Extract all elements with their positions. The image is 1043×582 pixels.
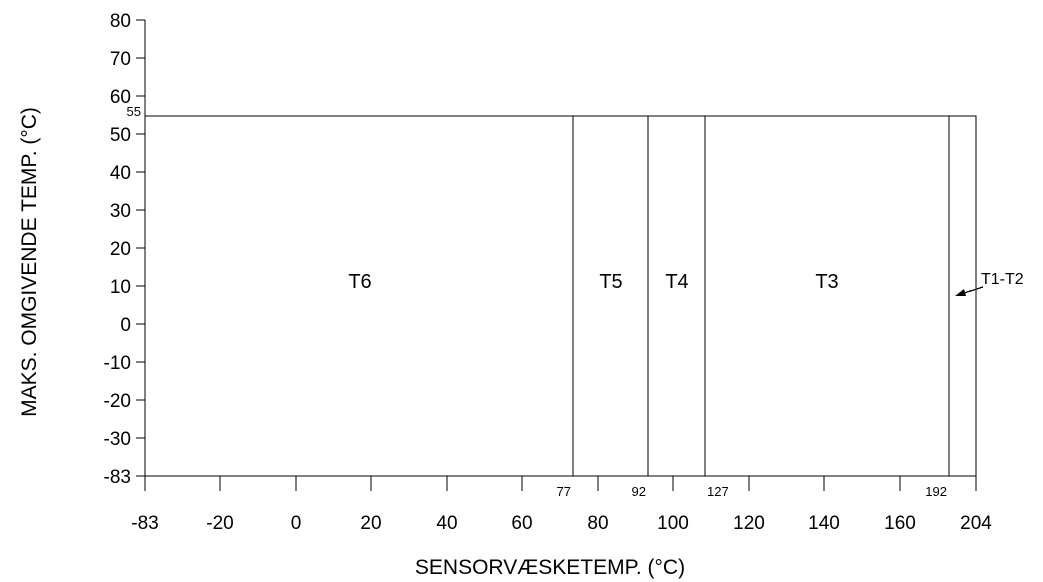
y-tick-label: -10	[104, 353, 131, 374]
x-axis-title: SENSORVÆSKETEMP. (°C)	[415, 556, 685, 579]
zone-label-t4: T4	[665, 271, 688, 293]
x-tick-label: 120	[733, 513, 765, 534]
y-ticks	[136, 19, 145, 477]
zone-label-t3: T3	[815, 271, 838, 293]
x-tick-label: 0	[291, 513, 302, 534]
x-tick-labels: -83 -20 0 20 40 60 80 100 120 140 160 20…	[131, 513, 992, 534]
y-tick-label: 40	[110, 163, 131, 184]
annotation-t1-t2: T1-T2	[981, 271, 1024, 288]
y-tick-label: 30	[110, 201, 131, 222]
max-ambient-line	[145, 115, 977, 476]
y-tick-label: -83	[104, 467, 131, 488]
y-axis-title: MAKS. OMGIVENDE TEMP. (°C)	[18, 107, 41, 417]
x-tick-label: 40	[436, 513, 457, 534]
boundary-label-192: 192	[925, 484, 947, 499]
zone-label-t6: T6	[348, 271, 371, 293]
x-tick-label: 204	[960, 513, 992, 534]
x-tick-label: 160	[884, 513, 916, 534]
y-tick-label: -20	[104, 391, 131, 412]
x-tick-label: 80	[587, 513, 608, 534]
y-tick-label: 60	[110, 87, 131, 108]
boundary-label-127: 127	[707, 484, 729, 499]
zone-label-t5: T5	[599, 271, 622, 293]
x-tick-label: 140	[808, 513, 840, 534]
x-ticks	[144, 476, 977, 491]
y-tick-label: 0	[120, 315, 131, 336]
y-tick-label: 80	[110, 11, 131, 32]
x-tick-label: 60	[511, 513, 532, 534]
y-tick-label: 20	[110, 239, 131, 260]
x-tick-label: -20	[206, 513, 233, 534]
y-tick-label: -30	[104, 429, 131, 450]
annotation-arrowhead	[955, 289, 966, 296]
boundary-label-77: 77	[557, 484, 571, 499]
x-tick-label: 20	[360, 513, 381, 534]
max-ambient-label: 55	[127, 104, 141, 119]
boundary-lines	[572, 116, 950, 476]
y-tick-label: 70	[110, 49, 131, 70]
y-tick-labels: 80 70 60 50 40 30 20 10 0 -10 -20 -30 -8…	[104, 11, 131, 488]
y-tick-label: 50	[110, 125, 131, 146]
x-tick-label: -83	[131, 513, 158, 534]
y-tick-label: 10	[110, 277, 131, 298]
boundary-label-92: 92	[632, 484, 646, 499]
x-tick-label: 100	[657, 513, 689, 534]
